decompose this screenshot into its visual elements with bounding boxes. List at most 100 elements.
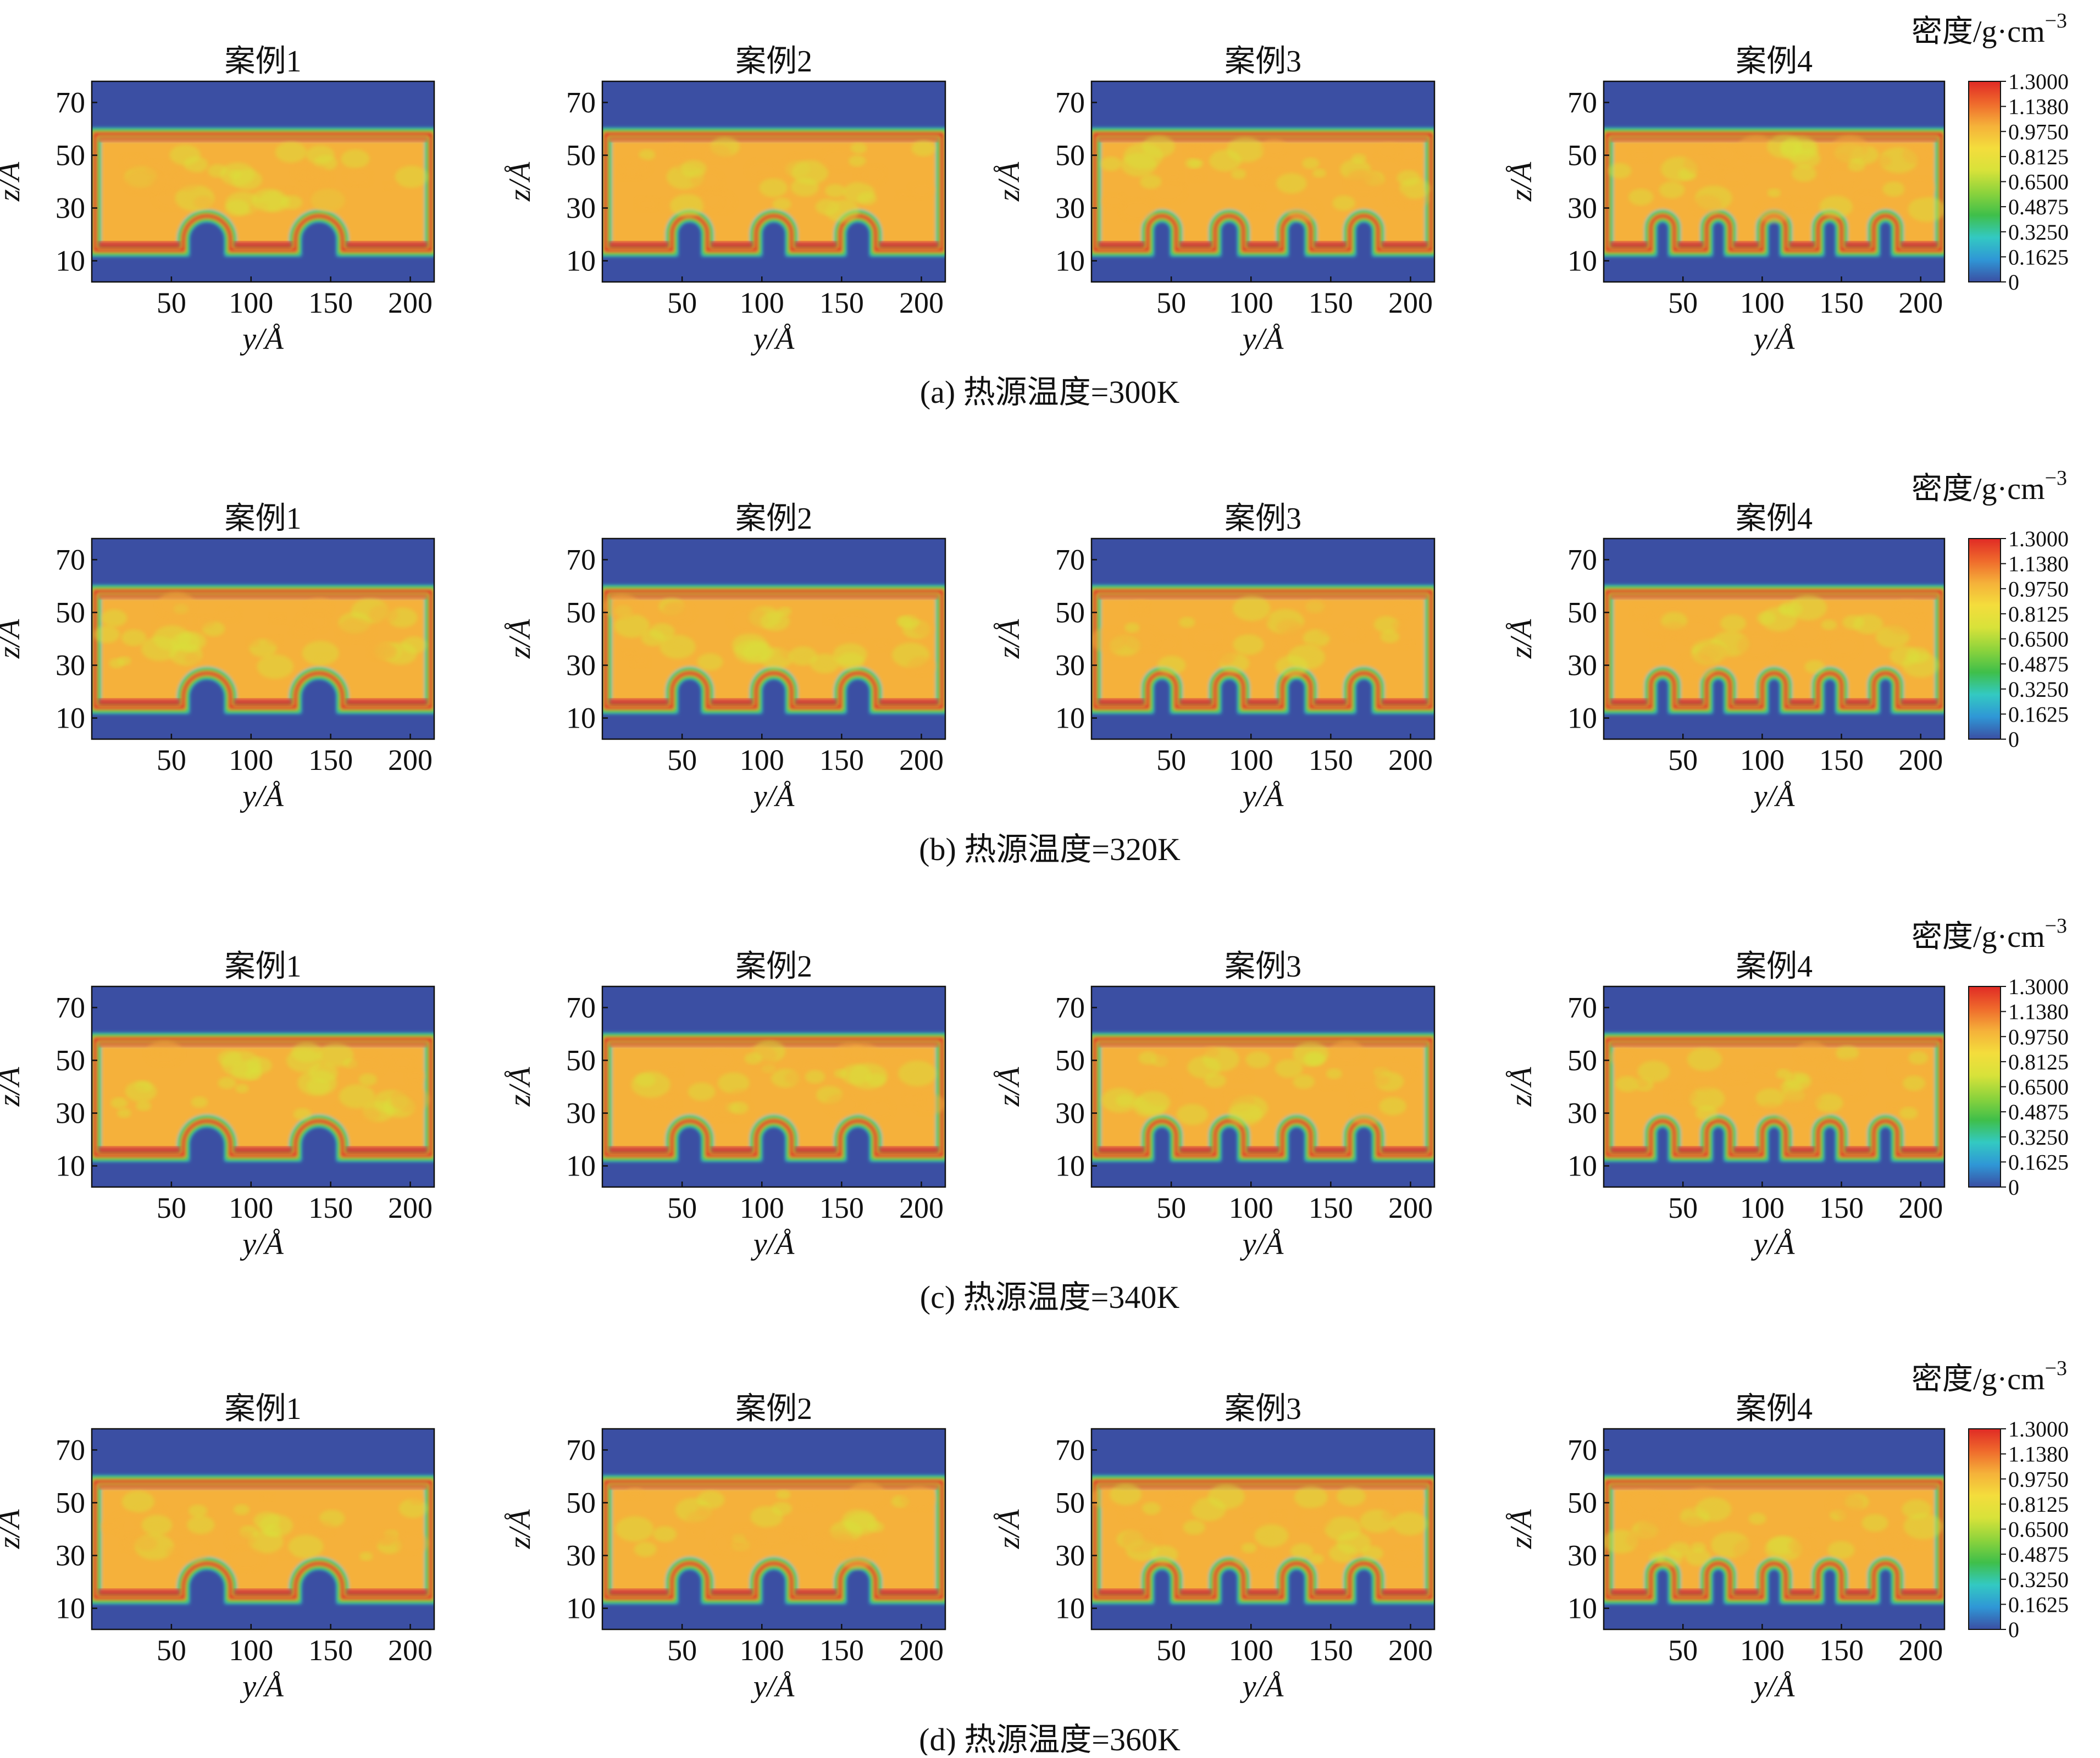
density-blob [1250,201,1266,211]
substrate-density-layer [1314,698,1347,706]
density-blob [1339,623,1368,642]
y-tick-label: 30 [566,192,596,225]
y-tick-label: 10 [1567,245,1597,278]
top-density-layer [98,1041,428,1047]
x-axis-label: y/Å [751,779,795,813]
y-tick-label: 50 [1055,138,1085,171]
density-blob [862,1099,894,1120]
density-blob [266,635,282,646]
density-blob [1685,1549,1711,1566]
density-blob [1185,158,1201,169]
density-blob [409,1494,425,1505]
y-axis-label: z/Å [1504,1067,1538,1107]
density-interface-layer [1093,1480,1433,1600]
x-tick-label: 150 [1819,1634,1864,1667]
density-blob [625,1487,645,1501]
x-axis-label: y/Å [240,1227,284,1261]
y-tick-label: 50 [1055,1044,1085,1077]
density-blob [297,1069,337,1096]
y-tick-label: 70 [56,1433,85,1466]
y-tick-label: 10 [56,245,85,278]
colorbar-tick-label: 0.8125 [2008,145,2069,169]
substrate-density-layer [1179,1589,1212,1596]
density-blob [702,144,732,164]
y-tick-label: 70 [1567,543,1597,576]
x-axis-label: y/Å [1751,1227,1795,1261]
density-blob [1827,1541,1855,1559]
top-density-layer [1610,594,1938,600]
substrate-density-layer [1844,1146,1871,1153]
row-caption: (c) 热源温度=340K [920,1279,1180,1315]
y-tick-label: 50 [566,138,596,171]
density-blob [1392,1512,1427,1535]
density-blob [1101,193,1126,209]
density-blob [288,1534,324,1559]
density-blob [1140,1529,1160,1543]
density-blob [697,653,723,671]
colorbar-tick-label: 1.3000 [2008,974,2069,999]
density-blob [304,597,334,617]
y-axis-label: z/Å [0,619,26,659]
panel-title: 案例4 [1736,45,1813,79]
density-blob [1231,169,1246,180]
panel-title: 案例2 [735,502,812,536]
x-tick-label: 150 [1309,744,1353,777]
density-blob [825,1093,860,1117]
density-blob [1720,614,1747,632]
density-blob [1822,605,1840,616]
substrate-density-layer [234,698,292,706]
density-blob [1691,195,1722,216]
plot-frame [1090,537,1436,740]
substrate-density-layer [608,1146,669,1153]
heatmap-panel-row1-case4: 案例4 50 100 150 200 10 30 50 70 y/Å z/Å [1504,45,1946,356]
x-tick-label: 150 [819,1634,864,1667]
top-density-layer [608,594,939,600]
density-blob [390,1086,430,1113]
density-blob [621,157,651,178]
substrate-density-layer [879,698,939,706]
colorbar-tick-label: 0.1625 [2008,1150,2069,1174]
substrate-density-layer [795,698,837,706]
y-axis-label: z/Å [503,162,537,202]
colorbar-tick-label: 0.1625 [2008,245,2069,269]
colorbar-tick-label: 0.4875 [2008,195,2069,219]
density-blob [1819,196,1853,218]
density-interface-layer [1605,1480,1943,1600]
density-blob [1142,1502,1161,1515]
x-tick-label: 100 [1229,744,1273,777]
density-blob [1737,135,1776,162]
y-tick-label: 50 [56,596,85,629]
density-blob [616,1516,654,1542]
colorbar-tick-label: 0 [2008,1175,2019,1200]
density-blob [191,1096,208,1108]
plot-frame [91,80,435,283]
top-density-layer [98,1484,428,1490]
density-blob [850,142,867,154]
density-blob [1350,1103,1383,1125]
y-tick-label: 30 [1567,192,1597,225]
colorbar-tick-label: 0.9750 [2008,1024,2069,1049]
density-blob [701,191,735,214]
density-blob [1719,167,1748,186]
y-tick-label: 70 [1055,991,1085,1024]
density-blob [246,637,260,647]
density-blob [1737,633,1776,659]
density-blob [853,169,868,179]
density-blob [373,1529,397,1545]
density-blob [1650,642,1665,652]
x-tick-label: 200 [899,286,944,319]
heatmap-panel-row4-case4: 案例4 50 100 150 200 10 30 50 70 y/Å z/Å [1504,1392,1946,1704]
density-blob [1625,1489,1664,1516]
y-tick-label: 70 [1567,991,1597,1024]
heatmap-panel-row2-case3: 案例3 50 100 150 200 10 30 50 70 y/Å z/Å [992,502,1436,813]
x-tick-label: 50 [1668,286,1698,319]
heatmap-panel-row1-case2: 案例2 50 100 150 200 10 30 50 70 y/Å z/Å [503,45,946,356]
panel-title: 案例3 [1224,950,1301,984]
density-blob [311,188,346,212]
density-blob [907,656,937,676]
colorbar-title-superscript: −3 [2045,1357,2067,1380]
y-axis-label: z/Å [1504,162,1538,202]
density-blob [797,1499,818,1512]
density-blob [233,1504,250,1515]
density-blob [1899,1107,1918,1119]
